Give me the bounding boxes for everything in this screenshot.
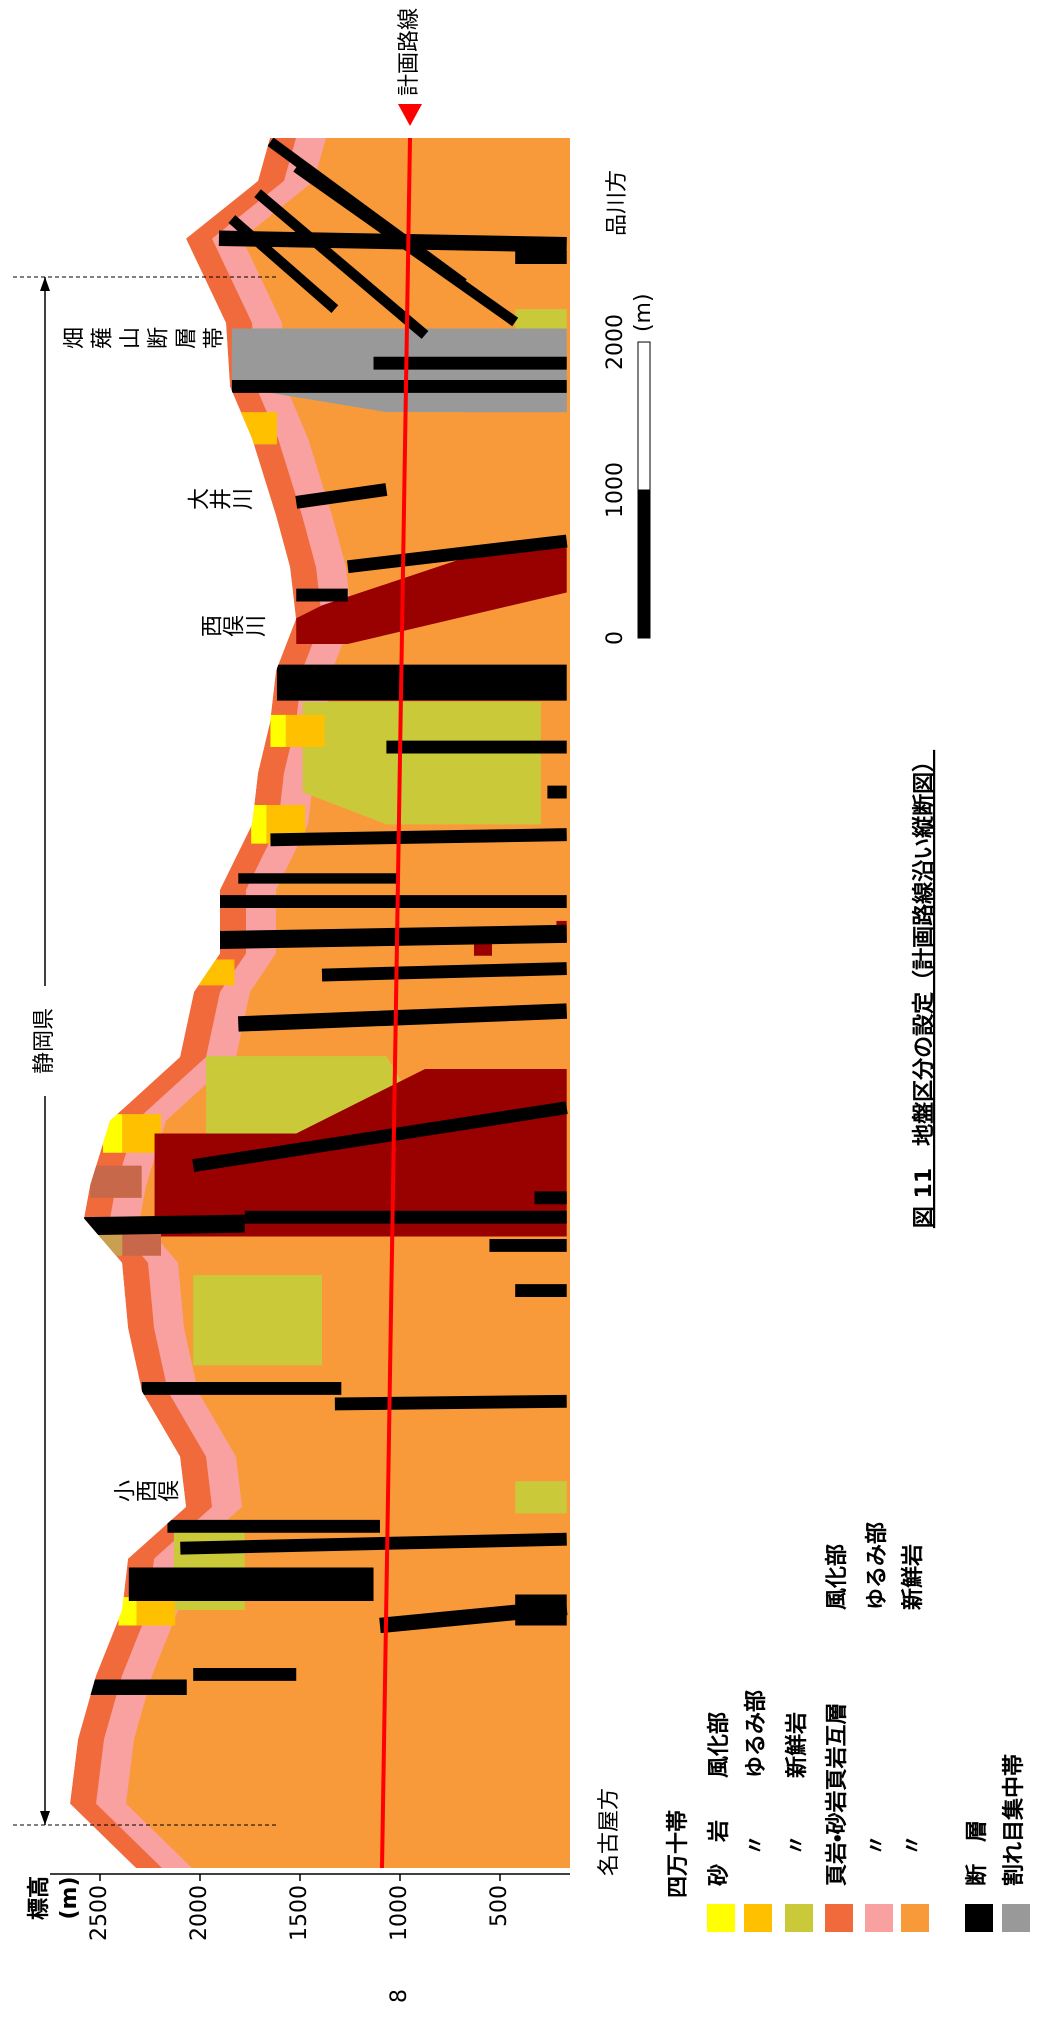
legend-rock: 〃 — [901, 1834, 926, 1856]
legend-swatch — [825, 1904, 853, 1932]
sandstone-weathered — [118, 1597, 137, 1626]
fault — [295, 483, 388, 509]
place-label: 西俣川 — [200, 615, 266, 641]
sandstone-weathered — [180, 959, 196, 986]
tick-label: 500 — [487, 1885, 512, 1927]
legend-rock: 〃 — [865, 1834, 890, 1856]
axis-label: 標高 — [26, 1876, 52, 1920]
prefecture-label: 静岡県 — [32, 1008, 57, 1074]
legend-rock: 〃 — [744, 1834, 769, 1856]
legend-swatch — [707, 1904, 735, 1932]
tick-label: 1500 — [287, 1885, 312, 1941]
legend-state: 新鮮岩 — [784, 1712, 810, 1779]
sandstone-loosened — [122, 1114, 161, 1153]
scale-label: 0 — [603, 631, 628, 645]
scale-label: 1000 — [603, 462, 628, 518]
fault — [293, 163, 519, 327]
legend-swatch — [965, 1904, 993, 1932]
legend-state: 新鮮岩 — [900, 1544, 926, 1611]
legend-swatch — [744, 1904, 772, 1932]
dark-zone — [296, 540, 567, 644]
scale-segment — [637, 341, 651, 491]
scale-unit: (m) — [631, 293, 656, 332]
dark-zone — [154, 1069, 567, 1237]
legend-rock: 砂 岩 — [707, 1820, 732, 1886]
direction-label: 名古屋方 — [597, 1788, 622, 1876]
brown-zone — [90, 1165, 142, 1198]
route-label: 計画路線 — [397, 8, 422, 96]
legend-swatch — [785, 1904, 813, 1932]
legend-state: ゆるみ部 — [865, 1522, 890, 1610]
fault — [321, 962, 567, 982]
sandstone-loosened — [285, 714, 325, 748]
route-marker — [398, 104, 422, 126]
legend-swatch — [1002, 1904, 1030, 1932]
fault — [237, 1003, 568, 1032]
fault — [334, 1394, 567, 1411]
legend-rock: 頁岩・砂岩頁岩互層 — [825, 1703, 850, 1886]
page-number: 8 — [387, 1989, 412, 2003]
arrow-head — [40, 277, 50, 291]
place-label: 小西俣 — [113, 1480, 179, 1506]
sandstone-weathered — [270, 714, 286, 748]
arrow-head — [40, 1811, 50, 1825]
scale-label: 2000 — [603, 314, 628, 370]
planned-route — [380, 137, 412, 1869]
tick-label: 2000 — [187, 1885, 212, 1941]
sandstone-loosened — [238, 412, 277, 445]
place-label: 畑薙山断層帯 — [62, 327, 230, 353]
tick-label: 2500 — [87, 1885, 112, 1941]
legend-swatch — [865, 1904, 893, 1932]
legend-title: 四万十帯 — [665, 1810, 691, 1898]
fault — [270, 828, 567, 847]
fault — [254, 189, 429, 339]
fault — [180, 1532, 567, 1555]
legend-state: ゆるみ部 — [744, 1690, 769, 1778]
sandstone-fresh — [193, 1275, 322, 1366]
legend-state: 風化部 — [825, 1544, 850, 1610]
scale-segment — [637, 489, 651, 639]
fault — [83, 1214, 245, 1236]
fault — [347, 534, 568, 574]
geology — [70, 138, 570, 1868]
sandstone-fresh — [302, 701, 541, 825]
tick-label: 1000 — [387, 1885, 412, 1941]
direction-label: 品川方 — [605, 170, 630, 236]
axis-unit: (m) — [57, 1876, 82, 1919]
place-label: 大井川 — [187, 488, 253, 514]
caption: 図 11 地盤区分の設定（計画路線沿い縦断図） — [911, 750, 937, 1228]
legend-swatch — [901, 1904, 929, 1932]
legend-state: 風化部 — [707, 1712, 732, 1778]
legend-rock: 〃 — [785, 1834, 810, 1856]
sandstone-weathered — [251, 805, 267, 844]
sandstone-loosened — [136, 1597, 176, 1626]
legend-rock: 割れ目集中帯 — [1001, 1754, 1027, 1886]
fault — [228, 215, 339, 313]
sandstone-fresh — [515, 1481, 567, 1514]
fracture-zone — [463, 392, 567, 413]
sandstone-loosened — [195, 959, 235, 986]
fault — [205, 924, 567, 950]
legend-rock: 断 層 — [965, 1820, 990, 1886]
sandstone-weathered — [103, 1114, 123, 1153]
fault — [192, 1101, 568, 1173]
sandstone-weathered — [225, 412, 239, 445]
